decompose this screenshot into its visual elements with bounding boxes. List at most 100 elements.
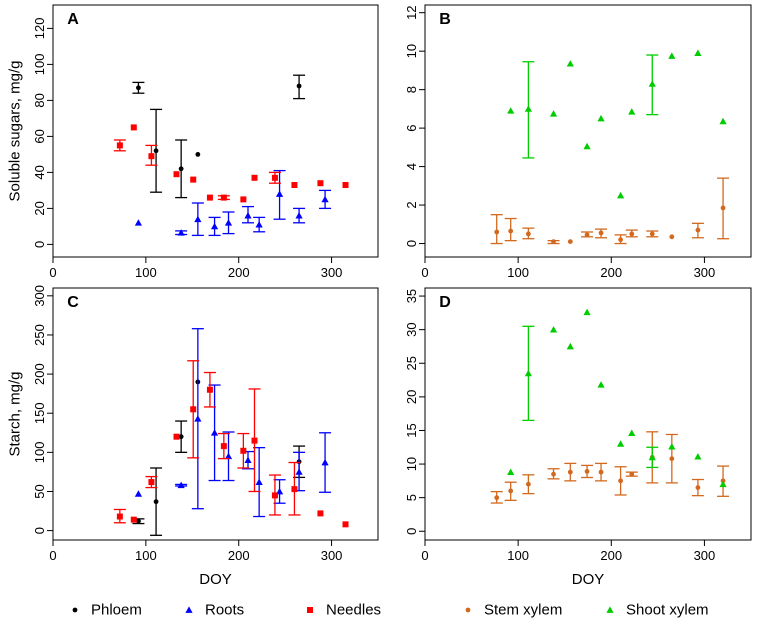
data-point: [321, 195, 329, 203]
data-point: [173, 171, 180, 178]
data-point: [224, 219, 233, 226]
panel-d: 0 5 10 15 20 25 30 35 0 100 200 300 D DOY: [404, 287, 752, 588]
y-tick-label: 4: [404, 163, 419, 170]
data-point: [617, 440, 625, 447]
data-point: [549, 110, 558, 117]
legend-marker: [185, 606, 193, 613]
y-tick-label: 60: [32, 129, 47, 143]
y-tick-label: 100: [32, 441, 47, 463]
data-point: [194, 415, 202, 422]
data-point: [317, 510, 324, 517]
x-tick-label: 0: [421, 265, 428, 280]
data-point: [669, 456, 675, 462]
data-point: [694, 453, 702, 460]
data-point: [507, 107, 515, 114]
x-tick-label: 300: [694, 265, 716, 280]
legend-item-phloem: Phloem: [72, 602, 142, 619]
x-tick-label: 0: [49, 548, 56, 563]
y-tick-label: 200: [32, 363, 47, 385]
data-point: [136, 518, 141, 524]
data-point: [244, 456, 252, 464]
panel-label: D: [439, 294, 451, 311]
y-tick-label: 0: [32, 241, 47, 248]
data-point: [649, 231, 655, 237]
y-tick-label: 2: [404, 201, 419, 208]
data-point: [507, 468, 515, 476]
data-point: [271, 174, 278, 181]
data-point: [695, 227, 701, 233]
plot-frame: [424, 4, 752, 258]
plot-frame: [52, 4, 379, 258]
data-point: [130, 516, 137, 523]
data-point: [618, 237, 623, 243]
legend-label: Stem xylem: [484, 602, 562, 619]
plot-frame: [424, 287, 752, 541]
y-tick-label: 35: [404, 289, 419, 303]
data-point: [296, 83, 302, 89]
data-point: [567, 469, 573, 475]
data-point: [668, 52, 676, 59]
data-point: [525, 481, 531, 487]
data-point: [618, 478, 623, 484]
data-point: [220, 194, 227, 201]
data-point: [153, 148, 159, 154]
data-point: [598, 469, 604, 475]
data-point: [220, 443, 227, 450]
x-tick-label: 0: [49, 265, 56, 280]
x-tick-label: 300: [321, 265, 343, 280]
y-axis-title: Soluble sugars, mg/g: [6, 61, 23, 202]
data-point: [190, 176, 197, 183]
data-point: [583, 308, 591, 316]
y-tick-label: 150: [32, 402, 47, 424]
x-tick-label: 300: [694, 548, 716, 563]
data-point: [584, 232, 590, 238]
data-point: [694, 49, 702, 56]
series-phloem: [132, 74, 306, 199]
data-point: [194, 215, 202, 223]
y-tick-label: 0: [32, 527, 47, 534]
x-tick-label: 200: [600, 548, 622, 563]
data-point: [240, 196, 247, 203]
data-point: [291, 182, 298, 188]
panel-label: B: [439, 11, 451, 28]
data-point: [148, 153, 155, 160]
y-tick-label: 80: [32, 93, 47, 107]
data-point: [597, 381, 605, 388]
data-point: [566, 60, 574, 67]
data-point: [190, 406, 197, 413]
y-axis-title: Starch, mg/g: [6, 371, 23, 456]
x-tick-label: 100: [507, 265, 529, 280]
panel-label: A: [67, 11, 79, 28]
y-tick-label: 0: [404, 528, 419, 535]
data-point: [719, 480, 727, 488]
data-point: [669, 234, 675, 240]
x-tick-label: 100: [135, 548, 157, 563]
data-point: [567, 239, 573, 245]
panel-c: 0 50 100 150 200 250 300 0 100 200 300 C Starch, mg/…: [6, 285, 379, 588]
data-point: [629, 231, 635, 237]
data-point: [629, 471, 635, 477]
data-point: [195, 152, 201, 157]
y-tick-label: 25: [404, 356, 419, 370]
data-point: [508, 488, 514, 494]
error-bar: [490, 214, 503, 245]
x-tick-label: 200: [228, 265, 250, 280]
data-point: [116, 513, 123, 520]
series-shoot-xylem: [507, 49, 727, 199]
data-point: [648, 80, 656, 87]
data-point: [134, 219, 143, 226]
data-point: [136, 85, 141, 91]
data-point: [240, 447, 247, 454]
series-stem-xylem: [490, 177, 730, 245]
data-point: [210, 429, 219, 436]
data-point: [295, 212, 303, 219]
data-point: [524, 369, 532, 377]
data-point: [584, 469, 590, 474]
data-point: [648, 453, 656, 461]
data-point: [597, 114, 605, 122]
data-point: [628, 429, 636, 437]
series-needles: [113, 124, 349, 203]
legend: Phloem Roots Needles Stem xylem Shoot xylem: [72, 602, 709, 619]
